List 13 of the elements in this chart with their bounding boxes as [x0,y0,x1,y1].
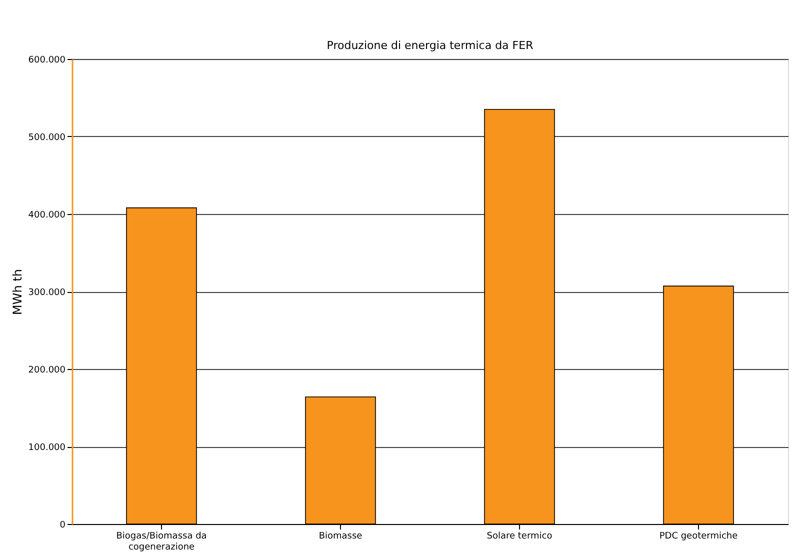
x-tick-label: Biomasse [318,532,363,542]
y-axis-title: MWh th [10,269,24,315]
x-tick-label: PDC geotermiche [659,532,738,542]
y-tick-label: 0 [60,520,66,530]
y-tick-label: 400.000 [28,210,66,220]
chart-title: Produzione di energia termica da FER [326,39,534,52]
y-tick-label: 300.000 [28,288,66,298]
y-tick-label: 200.000 [28,366,66,376]
x-tick-label: Biogas/Biomassa da cogenerazione [116,532,207,552]
y-tick-label: 100.000 [28,443,66,453]
x-tick-label: Solare termico [486,532,553,542]
y-tick-label: 600.000 [28,56,66,66]
y-tick-label: 500.000 [28,133,66,143]
